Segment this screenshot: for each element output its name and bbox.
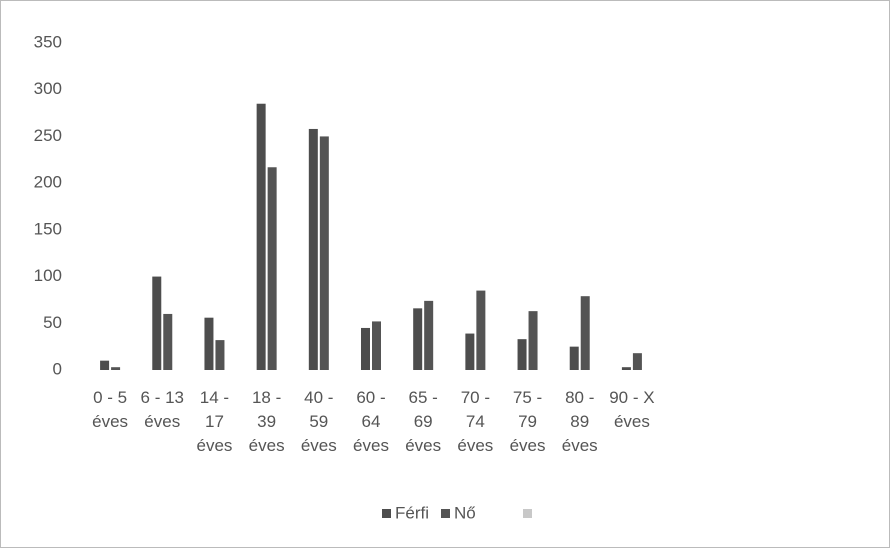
bar xyxy=(361,327,370,370)
y-tick-label: 50 xyxy=(43,313,62,332)
bar xyxy=(100,360,110,370)
x-tick-label: 14 - 17 éves xyxy=(196,388,233,455)
bar xyxy=(580,296,590,370)
bar xyxy=(621,367,631,370)
legend-marker xyxy=(441,509,450,518)
y-tick-label: 300 xyxy=(34,79,62,98)
bar xyxy=(215,340,225,370)
x-tick-label: 65 - 69 éves xyxy=(405,388,442,455)
bar xyxy=(308,128,318,370)
bar xyxy=(465,333,475,370)
x-tick-label: 18 - 39 éves xyxy=(248,388,285,455)
bar xyxy=(424,300,434,370)
bar xyxy=(632,353,642,370)
x-tick-label: 40 - 59 éves xyxy=(300,388,337,455)
bar xyxy=(413,308,423,370)
x-tick-label: 80 - 89 éves xyxy=(561,388,598,455)
bar xyxy=(528,311,538,370)
x-tick-label: 0 - 5 éves xyxy=(92,388,129,431)
bar xyxy=(267,167,277,370)
bar xyxy=(152,276,162,370)
legend-label: Férfi xyxy=(395,503,429,522)
x-tick-label: 70 - 74 éves xyxy=(457,388,494,455)
x-tick-label: 90 - X éves xyxy=(609,388,655,431)
bar xyxy=(372,321,381,370)
bar xyxy=(517,339,527,370)
bar xyxy=(256,103,266,370)
x-tick-label: 60 - 64 éves xyxy=(353,388,389,455)
y-tick-label: 200 xyxy=(34,173,62,192)
x-tick-label: 75 - 79 éves xyxy=(509,388,546,455)
bar xyxy=(319,136,329,370)
bar xyxy=(476,290,486,370)
bar xyxy=(204,317,214,370)
legend-marker xyxy=(523,509,532,518)
bar xyxy=(163,313,173,370)
y-tick-label: 100 xyxy=(34,266,62,285)
bar xyxy=(569,346,579,370)
y-tick-label: 0 xyxy=(53,359,62,378)
x-tick-label: 6 - 13 éves xyxy=(140,388,184,431)
y-tick-label: 350 xyxy=(34,32,62,51)
legend-marker xyxy=(382,509,391,518)
y-tick-label: 150 xyxy=(34,219,62,238)
y-tick-label: 250 xyxy=(34,126,62,145)
bar xyxy=(111,367,121,370)
legend-label: Nő xyxy=(454,503,476,522)
